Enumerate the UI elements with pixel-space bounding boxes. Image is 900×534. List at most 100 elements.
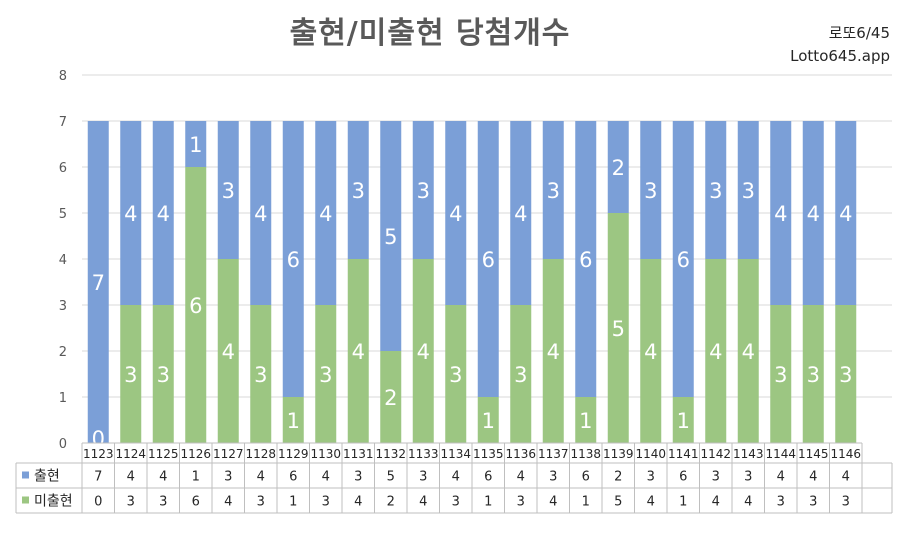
- table-cell: 3: [354, 470, 362, 485]
- data-label: 5: [384, 225, 397, 249]
- table-cell: 3: [322, 495, 330, 510]
- bar-not-drawn-segment: [250, 305, 272, 443]
- data-label: 3: [514, 363, 527, 387]
- bar-drawn-segment: [120, 121, 142, 305]
- table-cell: 7: [94, 470, 102, 485]
- bar-drawn-segment: [672, 121, 694, 397]
- bar-not-drawn-segment: [445, 305, 467, 443]
- table-cell: 1: [192, 470, 200, 485]
- data-label: 3: [417, 179, 430, 203]
- table-cell: 3: [809, 495, 817, 510]
- table-cell: 3: [647, 470, 655, 485]
- table-cell: 1: [582, 495, 590, 510]
- bar-not-drawn-segment: [347, 259, 369, 443]
- data-label: 4: [807, 202, 820, 226]
- x-tick-label: 1141: [668, 447, 699, 461]
- bar-not-drawn-segment: [412, 259, 434, 443]
- data-label: 2: [612, 156, 625, 180]
- bar-not-drawn-segment: [380, 351, 402, 443]
- data-label: 4: [514, 202, 527, 226]
- bar-drawn-segment: [737, 121, 759, 259]
- x-tick-label: 1143: [733, 447, 764, 461]
- data-label: 4: [417, 340, 430, 364]
- x-tick-label: 1124: [115, 447, 146, 461]
- table-cell: 3: [159, 495, 167, 510]
- bar-not-drawn-segment: [477, 397, 499, 443]
- data-label: 1: [579, 409, 592, 433]
- table-cell: 3: [452, 495, 460, 510]
- bar-not-drawn-segment: [152, 305, 174, 443]
- x-tick-label: 1136: [505, 447, 536, 461]
- bar-not-drawn-segment: [510, 305, 532, 443]
- x-tick-label: 1130: [310, 447, 341, 461]
- bar-not-drawn-segment: [120, 305, 142, 443]
- data-label: 3: [839, 363, 852, 387]
- data-table: 1123 1124 1125 1126 1127 1128 1129 1130 1131 1132…: [15, 442, 893, 514]
- legend-swatch: [22, 471, 29, 479]
- table-cell: 3: [712, 470, 720, 485]
- data-label: 4: [124, 202, 137, 226]
- table-cell: 3: [419, 470, 427, 485]
- table-cell: 4: [419, 495, 427, 510]
- y-tick-label: 1: [59, 391, 67, 406]
- data-label: 1: [482, 409, 495, 433]
- data-label: 4: [742, 340, 755, 364]
- bar-not-drawn-segment: [607, 213, 629, 443]
- bars: 0734346143341634432543341634431652431643…: [87, 121, 857, 451]
- bar-drawn-segment: [445, 121, 467, 305]
- table-cell: 4: [452, 470, 460, 485]
- x-tick-label: 1126: [180, 447, 211, 461]
- data-label: 3: [352, 179, 365, 203]
- y-axis: 0 1 2 3 4 5 6 7 8: [59, 69, 67, 452]
- x-tick-label: 1133: [408, 447, 439, 461]
- table-cell: 4: [744, 495, 752, 510]
- bar-drawn-segment: [282, 121, 304, 397]
- table-cell: 6: [582, 470, 590, 485]
- table-cell: 4: [322, 470, 330, 485]
- table-cell: 6: [192, 495, 200, 510]
- bar-not-drawn-segment: [705, 259, 727, 443]
- data-label: 4: [222, 340, 235, 364]
- x-tick-label: 1127: [213, 447, 244, 461]
- bar-drawn-segment: [152, 121, 174, 305]
- y-tick-label: 7: [59, 115, 67, 130]
- table-cell: 3: [549, 470, 557, 485]
- bar-not-drawn-segment: [542, 259, 564, 443]
- table-cell: 4: [777, 470, 785, 485]
- data-label: 6: [482, 248, 495, 272]
- bar-drawn-segment: [347, 121, 369, 259]
- bar-drawn-segment: [835, 121, 857, 305]
- table-cell: 1: [679, 495, 687, 510]
- table-cell: 4: [842, 470, 850, 485]
- table-cell: 3: [224, 470, 232, 485]
- table-cell: 3: [777, 495, 785, 510]
- data-label: 4: [547, 340, 560, 364]
- x-tick-label: 1139: [603, 447, 634, 461]
- table-cell: 4: [549, 495, 557, 510]
- data-label: 3: [774, 363, 787, 387]
- table-cell: 6: [484, 470, 492, 485]
- data-label: 3: [742, 179, 755, 203]
- bar-drawn-segment: [217, 121, 239, 259]
- data-label: 6: [677, 248, 690, 272]
- data-label: 7: [92, 271, 105, 295]
- data-label: 4: [644, 340, 657, 364]
- site-url-label: Lotto645.app: [790, 47, 890, 65]
- bar-drawn-segment: [315, 121, 337, 305]
- bar-drawn-segment: [542, 121, 564, 259]
- bar-not-drawn-segment: [737, 259, 759, 443]
- table-cell: 3: [257, 495, 265, 510]
- table-cell: 3: [842, 495, 850, 510]
- x-tick-label: 1145: [798, 447, 829, 461]
- table-cell: 4: [647, 495, 655, 510]
- y-tick-label: 0: [59, 437, 67, 452]
- y-tick-label: 2: [59, 345, 67, 360]
- x-tick-label: 1132: [375, 447, 406, 461]
- bar-drawn-segment: [640, 121, 662, 259]
- data-label: 5: [612, 317, 625, 341]
- data-label: 1: [189, 133, 202, 157]
- bar-not-drawn-segment: [802, 305, 824, 443]
- data-label: 3: [644, 179, 657, 203]
- table-cell: 4: [354, 495, 362, 510]
- data-label: 6: [287, 248, 300, 272]
